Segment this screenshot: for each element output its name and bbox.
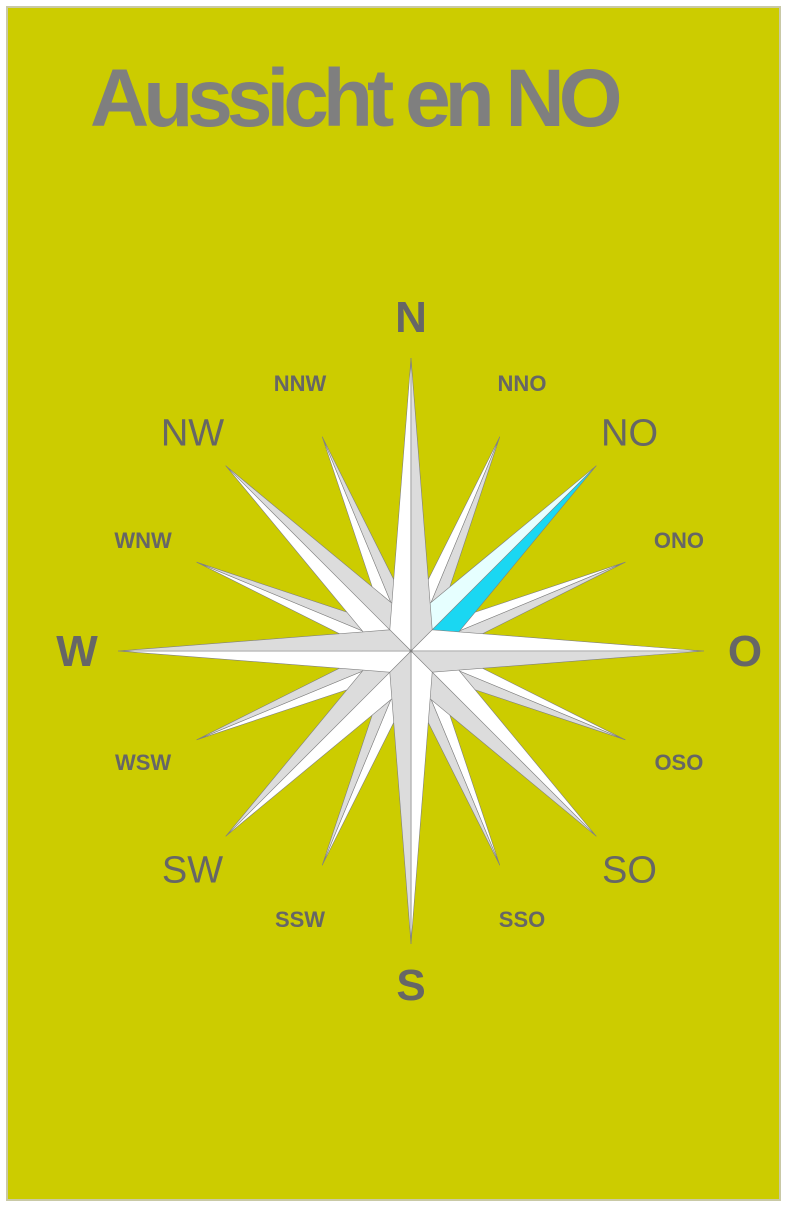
ray-face-left [117,650,412,673]
label-nno: NNO [498,371,547,396]
label-oso: OSO [654,750,703,775]
label-no: NO [601,413,658,455]
compass-panel: Aussicht en NO NNO ONO OSO SSO SSW WSW WNW NNW N… [6,6,781,1201]
label-sw: SW [162,850,223,892]
compass-point-o [410,629,705,673]
ray-face-right [410,650,705,673]
label-ssw: SSW [275,907,325,932]
ray-face-left [410,629,705,652]
compass-point-n [389,357,433,652]
ray-face-left [389,357,412,652]
compass-center [409,649,413,653]
label-o: O [728,627,762,676]
label-sso: SSO [499,907,545,932]
label-n: N [395,293,427,342]
compass-point-w [117,629,412,673]
label-nnw: NNW [274,371,327,396]
label-ono: ONO [654,528,704,553]
ray-face-right [117,629,412,652]
page-title: Aussicht en NO [90,53,623,144]
label-w: W [56,627,98,676]
compass-point-s [389,650,433,945]
ray-face-left [410,650,433,945]
label-wnw: WNW [114,528,172,553]
label-so: SO [602,850,657,892]
label-wsw: WSW [115,750,171,775]
ray-face-right [410,357,433,652]
ray-face-right [389,650,412,945]
label-nw: NW [161,413,224,455]
label-s: S [396,961,425,1010]
